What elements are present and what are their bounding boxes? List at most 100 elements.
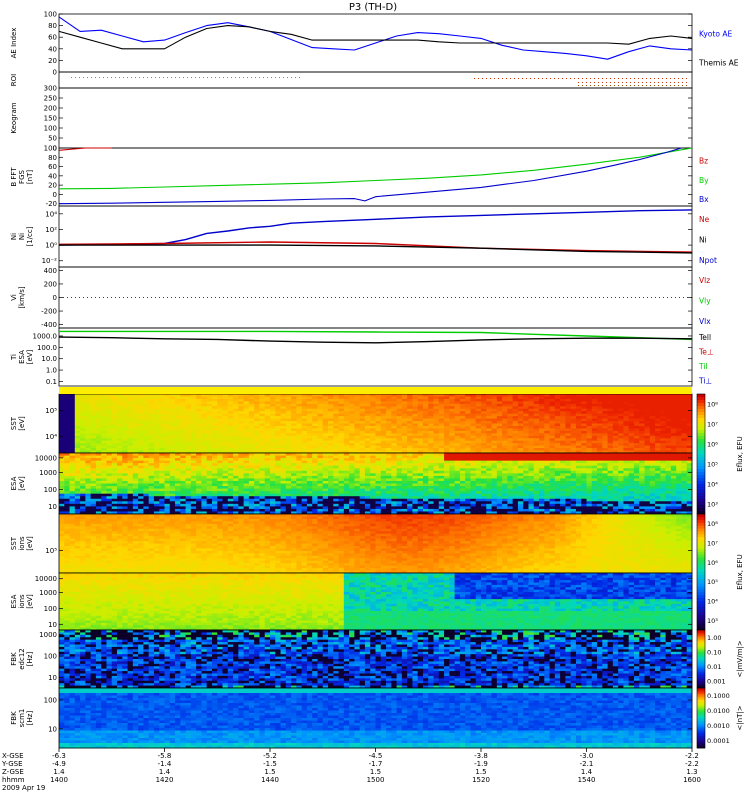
spectrogram-cell — [244, 506, 250, 509]
spectrogram-cell — [180, 504, 186, 507]
spectrogram-cell — [91, 499, 97, 502]
spectrogram-cell — [360, 424, 366, 427]
spectrogram-cell — [550, 411, 556, 414]
spectrogram-cell — [576, 411, 582, 414]
spectrogram-cell — [59, 431, 65, 434]
spectrogram-cell — [96, 501, 102, 504]
spectrogram-cell — [244, 428, 250, 431]
spectrogram-cell — [444, 478, 450, 481]
spectrogram-cell — [370, 463, 376, 466]
spectrogram-cell — [96, 509, 102, 512]
spectrogram-cell — [528, 404, 534, 407]
spectrogram-cell — [339, 438, 345, 441]
spectrogram-cell — [386, 396, 392, 399]
roi-dot — [610, 85, 611, 86]
spectrogram-cell — [497, 433, 503, 436]
spectrogram-cell — [423, 433, 429, 436]
spectrogram-cell — [418, 436, 424, 439]
roi-dot — [594, 85, 595, 86]
spectrogram-cell — [302, 399, 308, 402]
spectrogram-cell — [122, 394, 128, 397]
spectrogram-cell — [349, 409, 355, 412]
spectrogram-cell — [650, 401, 656, 404]
spectrogram-cell — [302, 453, 308, 456]
spectrogram-cell — [170, 433, 176, 436]
spectrogram-cell — [75, 463, 81, 466]
roi-dot — [678, 82, 679, 83]
spectrogram-cell — [254, 491, 260, 494]
spectrogram-cell — [143, 424, 149, 427]
spectrogram-cell — [423, 473, 429, 476]
spectrogram-cell — [196, 431, 202, 434]
spectrogram-cell — [249, 473, 255, 476]
spectrogram-cell — [323, 466, 329, 469]
spectrogram-cell — [565, 406, 571, 409]
spectrogram-cell — [201, 424, 207, 427]
spectrogram-cell — [259, 491, 265, 494]
spectrogram-cell — [333, 409, 339, 412]
spectrogram-cell — [186, 409, 192, 412]
spectrogram-cell — [122, 463, 128, 466]
spectrogram-cell — [175, 416, 181, 419]
spectrogram-cell — [291, 411, 297, 414]
spectrogram-cell — [296, 438, 302, 441]
spectrogram-cell — [249, 466, 255, 469]
spectrogram-cell — [212, 501, 218, 504]
spectrogram-cell — [418, 486, 424, 489]
spectrogram-cell — [507, 396, 513, 399]
spectrogram-cell — [407, 509, 413, 512]
spectrogram-cell — [259, 416, 265, 419]
spectrogram-cell — [323, 406, 329, 409]
roi-dot — [227, 77, 228, 78]
y-tick-label: -20 — [46, 200, 57, 208]
spectrogram-cell — [191, 499, 197, 502]
spectrogram-cell — [354, 448, 360, 451]
spectrogram-cell — [217, 426, 223, 429]
spectrogram-cell — [418, 401, 424, 404]
spectrogram-cell — [555, 443, 561, 446]
spectrogram-cell — [360, 461, 366, 464]
spectrogram-cell — [349, 448, 355, 451]
spectrogram-cell — [254, 486, 260, 489]
spectrogram-cell — [275, 448, 281, 451]
spectrogram-cell — [344, 476, 350, 479]
spectrogram-cell — [507, 406, 513, 409]
spectrogram-cell — [170, 481, 176, 484]
spectrogram-cell — [270, 426, 276, 429]
spectrogram-cell — [681, 416, 687, 419]
spectrogram-cell — [196, 458, 202, 461]
spectrogram-cell — [333, 496, 339, 499]
spectrogram-cell — [555, 399, 561, 402]
spectrogram-cell — [555, 414, 561, 417]
spectrogram-cell — [513, 431, 519, 434]
spectrogram-cell — [534, 416, 540, 419]
spectrogram-cell — [64, 438, 70, 441]
spectrogram-cell — [259, 458, 265, 461]
spectrogram-cell — [376, 484, 382, 487]
spectrogram-cell — [207, 424, 213, 427]
spectrogram-cell — [613, 411, 619, 414]
y-tick-label: 0 — [53, 294, 57, 302]
spectrogram-cell — [59, 458, 65, 461]
spectrogram-cell — [592, 414, 598, 417]
spectrogram-cell — [391, 446, 397, 449]
spectrogram-cell — [286, 481, 292, 484]
roi-dot — [203, 77, 204, 78]
spectrogram-cell — [328, 491, 334, 494]
spectrogram-cell — [376, 414, 382, 417]
spectrogram-cell — [228, 509, 234, 512]
spectrogram-cell — [159, 414, 165, 417]
spectrogram-cell — [259, 468, 265, 471]
spectrogram-cell — [571, 431, 577, 434]
roi-dot — [650, 82, 651, 83]
spectrogram-cell — [175, 484, 181, 487]
spectrogram-cell — [159, 441, 165, 444]
spectrogram-cell — [312, 486, 318, 489]
spectrogram-cell — [349, 509, 355, 512]
spectrogram-cell — [391, 501, 397, 504]
spectrogram-cell — [497, 441, 503, 444]
spectrogram-cell — [138, 411, 144, 414]
spectrogram-cell — [112, 471, 118, 474]
spectrogram-cell — [302, 411, 308, 414]
spectrogram-cell — [212, 466, 218, 469]
